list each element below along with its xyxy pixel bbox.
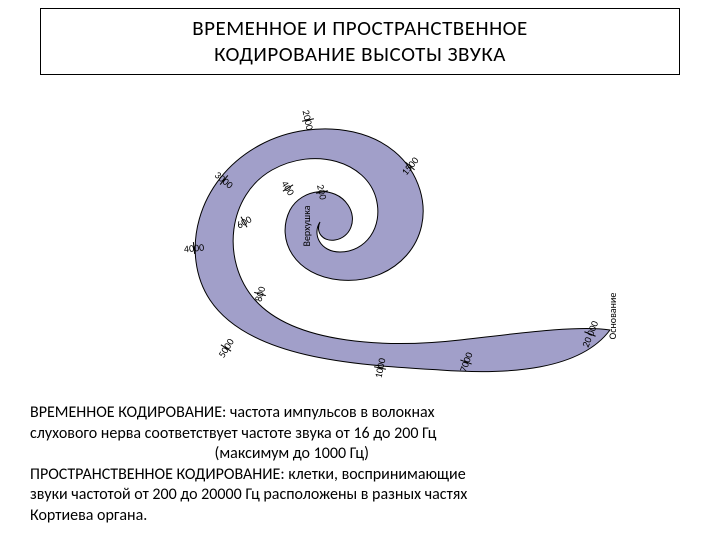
body-l3: (максимум до 1000 Гц) — [30, 444, 690, 464]
freq-tick-label: 4000 — [183, 240, 205, 255]
spiral-svg — [140, 70, 620, 380]
title-line-1: ВРЕМЕННОЕ И ПРОСТРАНСТВЕННОЕ — [192, 15, 528, 41]
body-l1: частота импульсов в волокнах — [226, 403, 434, 422]
apex-label: Верхушка — [300, 206, 313, 247]
body-l5: звуки частотой от 200 до 20000 Гц распол… — [30, 485, 690, 505]
base-label: Основание — [606, 293, 619, 340]
body-l6: Кортиева органа. — [30, 506, 690, 526]
title-line-2: КОДИРОВАНИЕ ВЫСОТЫ ЗВУКА — [214, 41, 506, 67]
body-l4: клетки, воспринимающие — [285, 465, 466, 484]
body-l2: слухового нерва соответствует частоте зв… — [30, 424, 690, 444]
body-text: ВРЕМЕННОЕ КОДИРОВАНИЕ: частота импульсов… — [30, 403, 690, 526]
cochlea-spiral-diagram: 20 0007000100050008004000600300040020002… — [140, 70, 620, 380]
temporal-coding-label: ВРЕМЕННОЕ КОДИРОВАНИЕ: — [30, 403, 226, 422]
spatial-coding-label: ПРОСТРАНСТВЕННОЕ КОДИРОВАНИЕ: — [30, 465, 285, 484]
page-title: ВРЕМЕННОЕ И ПРОСТРАНСТВЕННОЕ КОДИРОВАНИЕ… — [40, 8, 680, 75]
freq-tick-label: 200 — [314, 183, 330, 201]
